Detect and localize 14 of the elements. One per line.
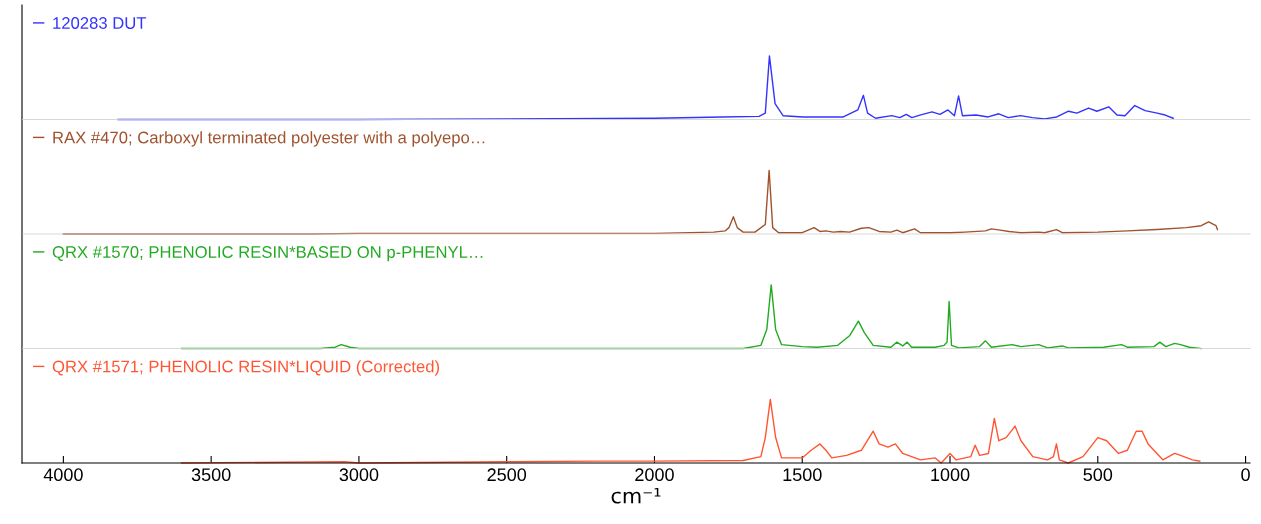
x-tick-label: 2000: [635, 468, 674, 482]
legend-label: QRX #1571; PHENOLIC RESIN*LIQUID (Corrected): [52, 360, 440, 376]
x-tick-label: 3000: [339, 468, 379, 482]
x-axis-title: cm⁻¹: [611, 488, 661, 504]
x-tick-label: 4000: [43, 468, 83, 482]
x-tick-label: 1000: [931, 468, 970, 482]
legend-label: 120283 DUT: [53, 17, 147, 29]
x-tick-label: 500: [1083, 468, 1113, 482]
x-tick-label: 3500: [191, 468, 231, 482]
x-tick-label: 1500: [783, 468, 822, 482]
legend-label: RAX #470; Carboxyl terminated polyester with a polyepo…: [53, 131, 485, 147]
x-tick-label: 0: [1241, 468, 1250, 482]
legend-label: QRX #1570; PHENOLIC RESIN*BASED ON p-PHENYL…: [52, 246, 483, 262]
x-tick-label: 2500: [487, 468, 527, 482]
